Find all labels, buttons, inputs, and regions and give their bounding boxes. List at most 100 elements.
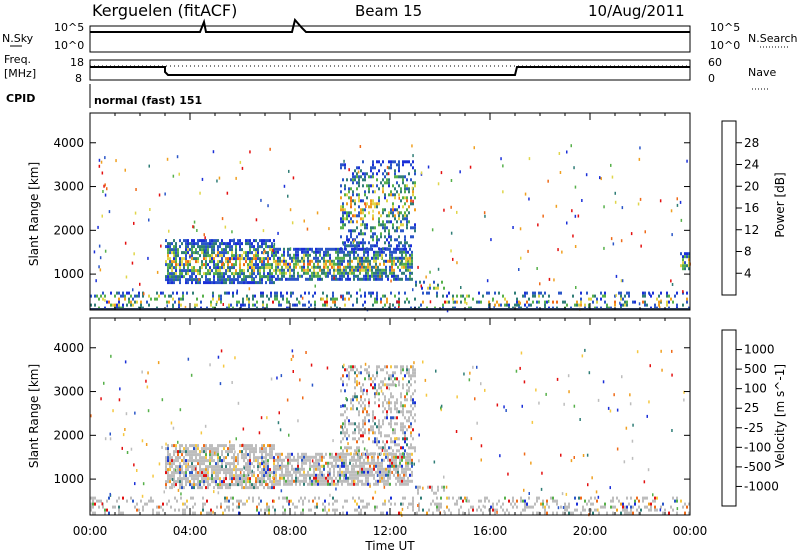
echo-cell: [429, 300, 432, 304]
echo-cell: [478, 499, 480, 503]
echo-cell: [116, 499, 118, 503]
echo-cell: [217, 474, 219, 478]
echo-cell: [216, 300, 218, 304]
echo-cell: [301, 479, 303, 483]
echo-cell: [340, 166, 342, 170]
echo-cell: [167, 456, 169, 460]
echo-cell: [273, 254, 275, 258]
echo-cell: [205, 242, 207, 246]
echo-cell: [352, 368, 354, 372]
echo-cell: [186, 505, 188, 509]
echo-cell: [369, 467, 371, 471]
echo-cell: [279, 262, 281, 266]
echo-cell: [245, 275, 247, 279]
echo-cell: [191, 465, 193, 469]
echo-cell: [273, 499, 275, 503]
echo-cell: [229, 257, 231, 261]
echo-cell: [202, 502, 204, 506]
echo-cell: [412, 365, 414, 369]
echo-cell: [386, 297, 388, 301]
echo-cell: [212, 294, 214, 298]
echo-cell: [174, 496, 176, 500]
echo-cell: [574, 303, 576, 307]
echo-cell: [130, 294, 132, 298]
echo-cell: [319, 473, 321, 477]
echo-cell: [333, 265, 335, 269]
echo-cell: [273, 281, 275, 285]
echo-cell: [213, 242, 215, 246]
echo-cell: [544, 291, 546, 295]
echo-cell: [428, 508, 430, 512]
echo-cell: [183, 456, 185, 460]
echo-cell: [629, 402, 632, 406]
echo-cell: [287, 464, 289, 468]
echo-cell: [374, 297, 376, 301]
echo-cell: [460, 496, 462, 500]
echo-cell: [343, 265, 345, 269]
echo-cell: [249, 462, 251, 466]
echo-cell: [450, 179, 453, 182]
echo-cell: [209, 266, 211, 270]
echo-cell: [426, 291, 428, 295]
echo-cell: [255, 486, 257, 490]
echo-cell: [398, 306, 400, 310]
echo-cell: [293, 455, 295, 459]
echo-cell: [215, 483, 217, 487]
echo-cell: [101, 214, 103, 218]
echo-cell: [333, 271, 335, 275]
echo-cell: [582, 454, 585, 457]
echo-cell: [201, 480, 203, 484]
echo-cell: [401, 458, 403, 462]
echo-cell: [402, 404, 404, 408]
echo-cell: [342, 217, 344, 221]
echo-cell: [261, 474, 263, 478]
echo-cell: [195, 251, 197, 255]
echo-cell: [402, 452, 404, 456]
echo-cell: [305, 452, 307, 456]
echo-cell: [684, 264, 686, 268]
echo-cell: [303, 250, 305, 254]
echo-cell: [279, 455, 281, 459]
echo-cell: [267, 204, 269, 208]
echo-cell: [384, 303, 386, 307]
echo-cell: [399, 479, 401, 483]
echo-cell: [355, 451, 358, 455]
echo-cell: [414, 226, 416, 230]
echo-cell: [408, 374, 410, 378]
echo-cell: [390, 377, 392, 381]
echo-cell: [394, 404, 396, 408]
echo-cell: [277, 458, 279, 462]
echo-cell: [365, 482, 367, 486]
echo-cell: [376, 202, 378, 206]
echo-cell: [205, 444, 207, 448]
echo-cell: [600, 177, 602, 181]
echo-cell: [676, 197, 678, 201]
echo-cell: [429, 283, 431, 287]
echo-cell: [217, 447, 219, 451]
echo-cell: [401, 250, 403, 254]
echo-cell: [353, 250, 355, 254]
echo-cell: [674, 499, 676, 503]
echo-cell: [380, 223, 382, 227]
echo-cell: [187, 242, 189, 246]
echo-cell: [350, 422, 352, 426]
echo-cell: [207, 263, 209, 267]
echo-cell: [573, 456, 575, 459]
echo-cell: [381, 479, 383, 483]
echo-cell: [348, 291, 350, 295]
echo-cell: [341, 473, 343, 477]
echo-cell: [249, 150, 251, 154]
echo-cell: [588, 499, 590, 503]
echo-cell: [209, 272, 211, 276]
echo-cell: [404, 238, 406, 242]
echo-cell: [386, 238, 388, 242]
echo-cell: [652, 493, 654, 497]
echo-cell: [614, 300, 616, 304]
echo-cell: [187, 248, 189, 252]
echo-cell: [614, 191, 616, 195]
echo-cell: [104, 183, 106, 187]
echo-cell: [679, 200, 682, 204]
echo-cell: [221, 281, 223, 285]
colorbar-tick-label: 12: [744, 223, 759, 237]
